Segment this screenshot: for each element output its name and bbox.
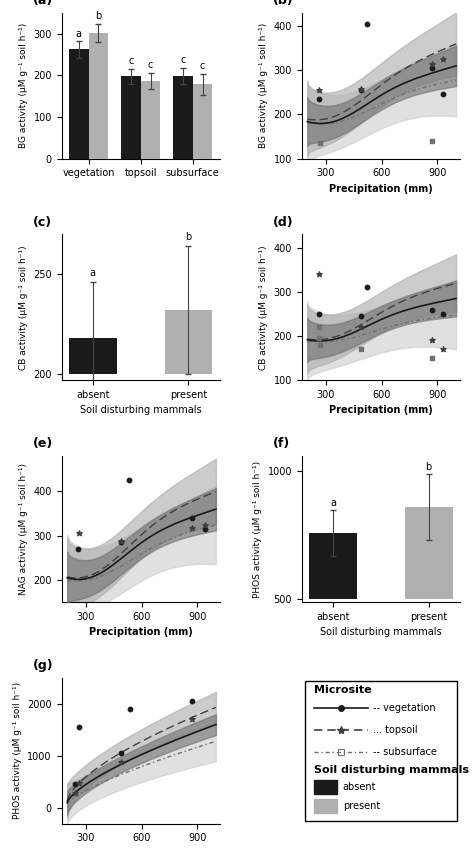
Text: absent: absent [343, 782, 376, 792]
Text: (c): (c) [33, 216, 52, 228]
Point [201, 522, 209, 536]
Y-axis label: NAG activity (μM g⁻¹ soil h⁻¹): NAG activity (μM g⁻¹ soil h⁻¹) [19, 463, 28, 595]
Point [428, 351, 436, 365]
Text: (g): (g) [33, 659, 54, 672]
Point [363, 17, 371, 31]
Point [315, 92, 322, 105]
Text: b: b [426, 462, 432, 472]
Y-axis label: CB activity (μM g⁻¹ soil h⁻¹): CB activity (μM g⁻¹ soil h⁻¹) [18, 245, 27, 369]
Point [316, 331, 323, 345]
Point [428, 334, 436, 347]
Y-axis label: BG activity (μM g⁻¹ soil h⁻¹): BG activity (μM g⁻¹ soil h⁻¹) [19, 23, 28, 149]
Text: Microsite: Microsite [314, 685, 372, 695]
X-axis label: Soil disturbing mammals: Soil disturbing mammals [320, 627, 442, 637]
Point [428, 134, 436, 148]
X-axis label: Precipitation (mm): Precipitation (mm) [89, 627, 192, 637]
Bar [121, 76, 141, 159]
Text: a: a [76, 29, 82, 38]
Y-axis label: PHOS activity (μM g⁻¹ soil h⁻¹): PHOS activity (μM g⁻¹ soil h⁻¹) [13, 682, 22, 819]
Bar [69, 338, 117, 374]
Point [363, 281, 371, 295]
Text: (f): (f) [273, 437, 291, 450]
Bar [309, 533, 357, 599]
Point [188, 712, 196, 726]
Text: -- subsurface: -- subsurface [373, 747, 437, 757]
X-axis label: Precipitation (mm): Precipitation (mm) [329, 406, 433, 415]
Point [75, 776, 83, 790]
Text: b: b [95, 11, 101, 21]
Point [316, 267, 323, 281]
Text: b: b [185, 233, 191, 242]
Text: c: c [128, 57, 133, 66]
Bar [173, 76, 192, 159]
Point [74, 542, 82, 555]
Text: (d): (d) [273, 216, 294, 228]
Text: c: c [148, 60, 153, 70]
Y-axis label: BG activity (μM g⁻¹ soil h⁻¹): BG activity (μM g⁻¹ soil h⁻¹) [259, 23, 268, 149]
X-axis label: Precipitation (mm): Precipitation (mm) [329, 184, 433, 194]
Text: c: c [200, 61, 205, 71]
Point [127, 702, 134, 716]
Point [428, 61, 436, 75]
Y-axis label: CB activity (μM g⁻¹ soil h⁻¹): CB activity (μM g⁻¹ soil h⁻¹) [259, 245, 268, 369]
Point [188, 511, 196, 525]
Point [439, 87, 447, 101]
Bar [164, 310, 212, 374]
Point [117, 746, 125, 760]
Bar [192, 84, 212, 159]
Point [439, 342, 447, 356]
Text: Soil disturbing mammals: Soil disturbing mammals [314, 765, 469, 775]
Point [439, 53, 447, 66]
Point [317, 137, 324, 150]
Text: (b): (b) [273, 0, 294, 7]
Bar [141, 81, 160, 159]
Point [75, 721, 83, 734]
X-axis label: Soil disturbing mammals: Soil disturbing mammals [80, 406, 201, 415]
Point [75, 526, 83, 540]
Point [357, 82, 365, 96]
Point [428, 304, 436, 318]
Point [188, 520, 196, 534]
Point [316, 83, 323, 97]
Bar [69, 49, 89, 159]
Point [357, 309, 365, 323]
Point [357, 320, 365, 334]
Point [428, 57, 436, 70]
Point [188, 694, 196, 708]
Point [357, 83, 365, 97]
Text: present: present [343, 801, 380, 811]
Point [201, 518, 209, 531]
Bar [89, 33, 109, 159]
Text: a: a [90, 268, 96, 278]
Point [71, 778, 78, 791]
Point [315, 307, 322, 321]
Y-axis label: PHOS activity (μM g⁻¹ soil h⁻¹): PHOS activity (μM g⁻¹ soil h⁻¹) [253, 460, 262, 598]
Text: -- vegetation: -- vegetation [373, 703, 436, 713]
Text: ... topsoil: ... topsoil [373, 725, 418, 735]
Bar [405, 507, 453, 599]
Point [117, 756, 125, 769]
Text: (e): (e) [33, 437, 54, 450]
Point [439, 307, 447, 321]
Point [357, 342, 365, 356]
Point [117, 536, 125, 549]
Text: a: a [330, 498, 336, 508]
Text: c: c [180, 55, 185, 65]
Point [317, 338, 324, 351]
Text: (a): (a) [33, 0, 54, 7]
Point [71, 786, 78, 800]
Point [315, 320, 322, 334]
Point [125, 474, 132, 487]
Point [117, 534, 125, 548]
